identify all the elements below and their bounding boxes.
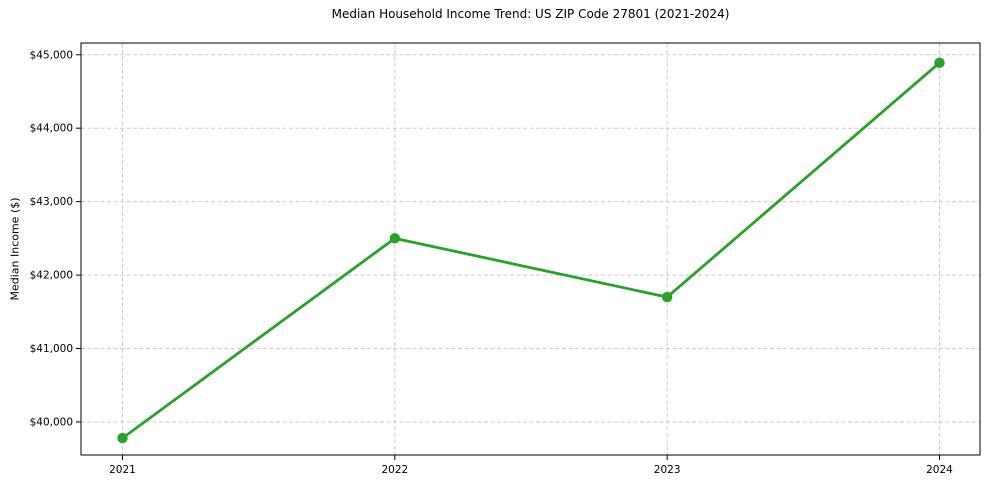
x-tick-label: 2022 — [381, 464, 408, 476]
y-tick-label: $42,000 — [30, 270, 73, 282]
y-tick-label: $41,000 — [30, 343, 73, 355]
chart-title: Median Household Income Trend: US ZIP Co… — [331, 7, 730, 21]
data-point-2022 — [389, 233, 401, 244]
y-tick-label: $45,000 — [30, 49, 73, 61]
data-point-2021 — [117, 432, 128, 444]
y-tick-label: $40,000 — [30, 416, 73, 428]
y-tick-label: $43,000 — [30, 196, 73, 208]
data-point-2024 — [934, 57, 945, 69]
data-point-2023 — [661, 291, 673, 303]
x-tick-label: 2021 — [109, 464, 136, 476]
y-tick-label: $44,000 — [30, 123, 73, 135]
x-tick-label: 2024 — [926, 464, 953, 476]
x-tick-label: 2023 — [654, 464, 681, 476]
plot-border — [80, 42, 981, 456]
trend-line — [121, 61, 941, 440]
